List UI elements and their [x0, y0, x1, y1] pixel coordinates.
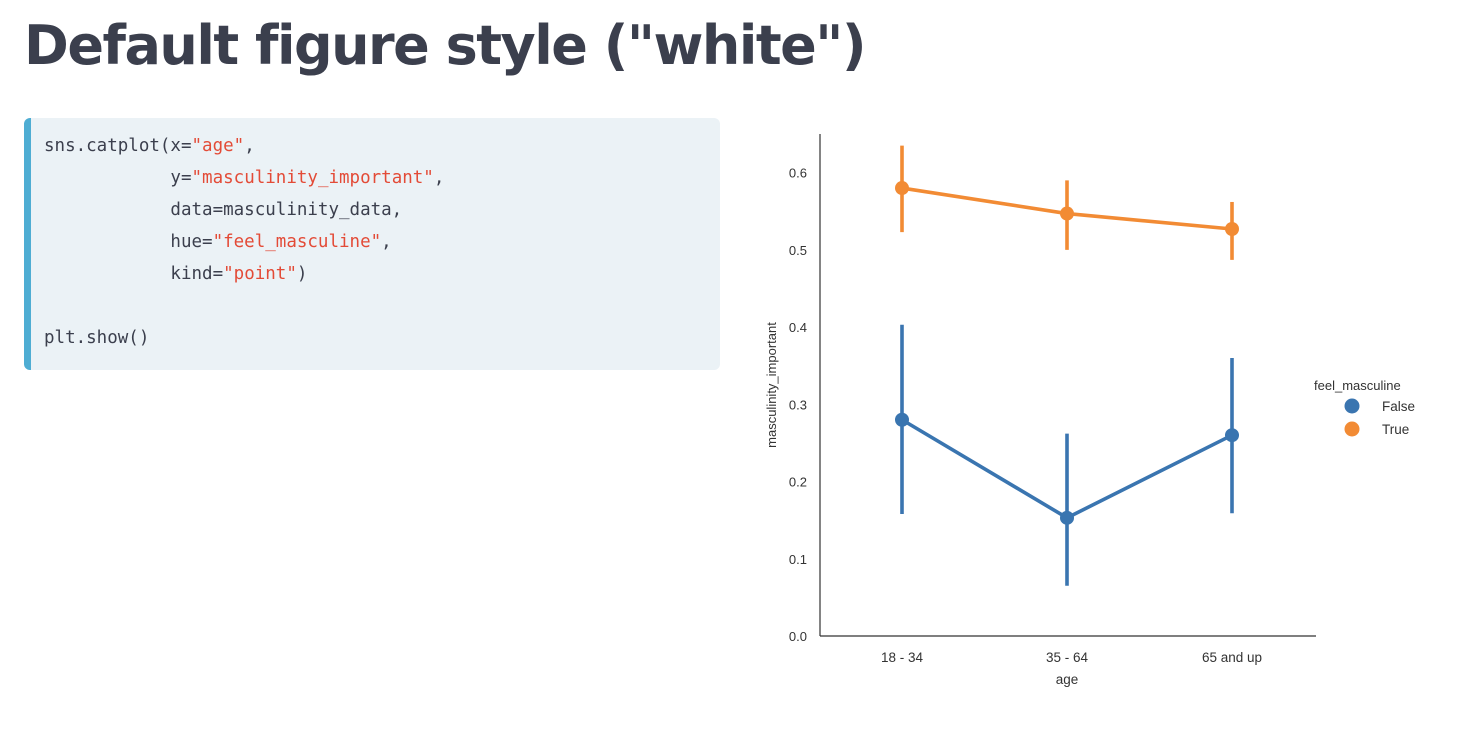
code-token: plt.show()	[44, 328, 150, 348]
legend-marker	[1344, 398, 1360, 414]
x-tick-label: 18 - 34	[881, 650, 924, 665]
x-tick-label: 65 and up	[1202, 650, 1262, 665]
code-string-token: "feel_masculine"	[212, 232, 382, 252]
point-plot-chart: 0.0 0.1 0.2 0.3 0.4 0.5 0.6 18 - 34 35 - 64 65 an…	[764, 134, 1415, 687]
y-tick-label: 0.1	[789, 552, 807, 567]
code-string-token: "masculinity_important"	[191, 168, 434, 188]
y-tick-label: 0.3	[789, 397, 807, 412]
code-token: ,	[244, 136, 255, 156]
legend-marker	[1344, 421, 1360, 437]
data-point	[1060, 510, 1074, 525]
y-axis-label: masculinity_important	[764, 322, 779, 448]
legend-title: feel_masculine	[1314, 378, 1401, 393]
code-token: ,	[381, 232, 392, 252]
code-line: y="masculinity_important",	[44, 168, 444, 188]
chart-series	[895, 145, 1239, 586]
code-token: kind=	[44, 264, 224, 284]
code-line: plt.show()	[44, 328, 149, 348]
code-token: ,	[433, 168, 445, 188]
y-tick-label: 0.2	[789, 475, 807, 490]
code-token: )	[296, 264, 308, 284]
code-token: sns.catplot(x=	[44, 136, 192, 156]
page-title: Default figure style ("white")	[24, 14, 867, 77]
series-false	[895, 324, 1239, 586]
chart-axes: 0.0 0.1 0.2 0.3 0.4 0.5 0.6 18 - 34 35 - 64 65 an…	[764, 134, 1316, 687]
data-point	[1225, 428, 1239, 443]
legend-label: False	[1382, 399, 1415, 414]
code-token: hue=	[44, 232, 213, 252]
y-tick-label: 0.4	[789, 320, 807, 335]
y-tick-label: 0.5	[789, 243, 807, 258]
data-point	[1060, 206, 1074, 221]
x-axis-label: age	[1056, 672, 1079, 687]
chart-legend: feel_masculine False True	[1314, 378, 1415, 437]
code-token: y=	[44, 168, 192, 188]
y-tick-label: 0.0	[789, 629, 807, 644]
code-line: data=masculinity_data,	[44, 200, 402, 220]
data-point	[895, 412, 909, 427]
series-true	[895, 145, 1239, 260]
data-point	[1225, 221, 1239, 236]
code-string-token: "age"	[191, 136, 245, 156]
code-text: sns.catplot(x="age", y="masculinity_impo…	[44, 130, 720, 354]
code-block: sns.catplot(x="age", y="masculinity_impo…	[24, 118, 720, 370]
legend-label: True	[1382, 422, 1409, 437]
code-line: kind="point")	[44, 264, 307, 284]
code-line: sns.catplot(x="age",	[44, 136, 255, 156]
x-tick-label: 35 - 64	[1046, 650, 1089, 665]
code-line: hue="feel_masculine",	[44, 232, 392, 252]
code-string-token: "point"	[223, 264, 297, 284]
y-tick-label: 0.6	[789, 166, 807, 181]
data-point	[895, 181, 909, 196]
code-token: data=masculinity_data,	[44, 200, 403, 220]
